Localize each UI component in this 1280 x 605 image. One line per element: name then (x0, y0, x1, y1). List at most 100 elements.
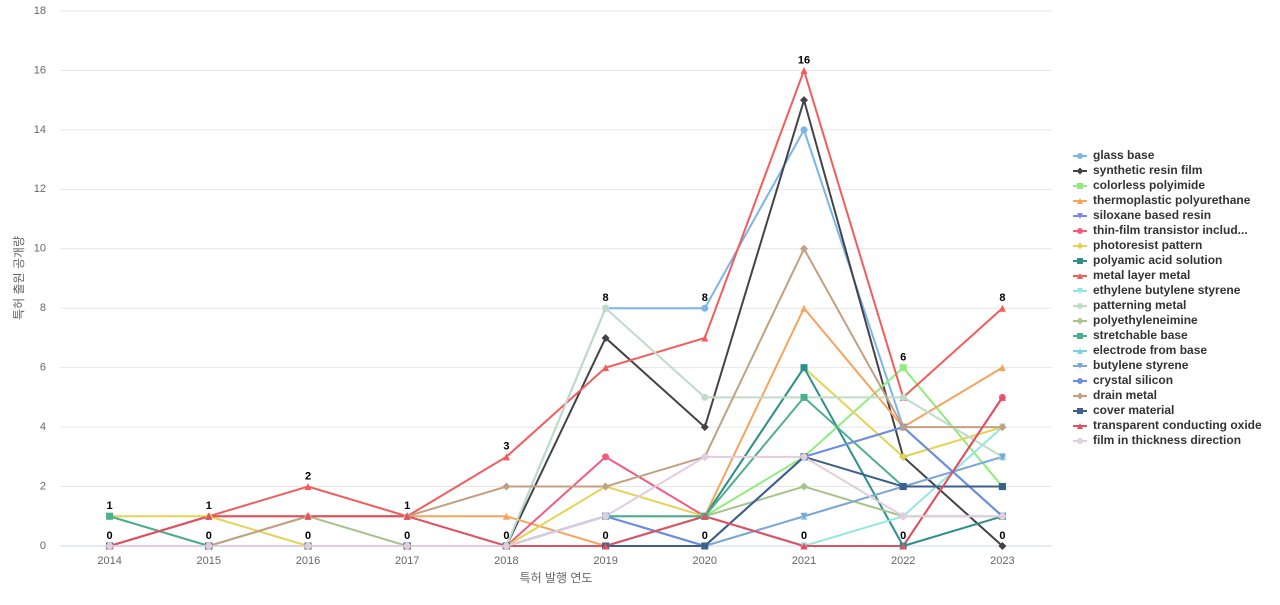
legend-item: cover material (1073, 403, 1174, 417)
point (602, 453, 610, 461)
point (700, 423, 709, 432)
y-tick-label: 18 (34, 5, 46, 17)
point (800, 393, 808, 401)
series-line (109, 396, 1004, 547)
legend-marker (1077, 258, 1083, 264)
legend-label: stretchable base (1093, 328, 1188, 342)
series-line (109, 366, 1003, 547)
point (701, 334, 709, 342)
point (800, 304, 808, 312)
point (602, 364, 610, 372)
legend-marker (1077, 153, 1083, 159)
point (304, 483, 312, 491)
point (701, 542, 709, 550)
point (899, 364, 907, 372)
legend-label: glass base (1093, 148, 1155, 162)
data-label: 0 (107, 530, 113, 542)
data-label: 0 (999, 530, 1005, 542)
point (502, 512, 510, 520)
point (602, 304, 610, 312)
legend-label: synthetic resin film (1093, 163, 1202, 177)
x-tick-label: 2021 (792, 555, 816, 567)
legend-marker (1076, 167, 1084, 175)
x-tick-label: 2022 (891, 555, 915, 567)
data-label: 0 (305, 530, 311, 542)
legend-marker (1077, 378, 1083, 384)
legend-label: butylene styrene (1093, 358, 1189, 372)
legend-marker (1077, 333, 1083, 339)
data-label: 16 (798, 54, 810, 66)
legend-marker (1077, 363, 1083, 369)
data-label: 1 (206, 500, 212, 512)
point (800, 364, 808, 372)
point (998, 423, 1007, 432)
point (899, 542, 907, 550)
legend-marker (1076, 317, 1084, 325)
y-tick-label: 4 (40, 421, 46, 433)
point (800, 126, 808, 134)
data-label: 8 (702, 292, 708, 304)
legend-marker (1077, 198, 1083, 204)
point (998, 483, 1006, 491)
data-label: 6 (900, 352, 906, 364)
point (602, 542, 610, 550)
data-label: 0 (801, 530, 807, 542)
point (602, 512, 610, 520)
legend-marker (1077, 348, 1083, 354)
x-tick-label: 2016 (296, 555, 320, 567)
legend-marker (1077, 228, 1083, 234)
point (106, 512, 114, 520)
legend-marker (1077, 288, 1083, 294)
point (899, 423, 908, 432)
point (998, 393, 1006, 401)
point (800, 512, 808, 520)
series-line (109, 395, 1003, 547)
legend-marker (1076, 242, 1084, 250)
point (701, 393, 709, 401)
x-tick-label: 2023 (990, 555, 1014, 567)
point (601, 482, 610, 491)
data-label: 2 (305, 470, 311, 482)
data-label: 1 (404, 500, 410, 512)
point (998, 512, 1006, 520)
point (701, 304, 709, 312)
point (304, 512, 312, 520)
legend-marker (1077, 273, 1083, 279)
point (998, 304, 1006, 312)
point (899, 452, 908, 461)
data-label: 8 (999, 292, 1005, 304)
legend-marker (1077, 183, 1083, 189)
data-label: 8 (603, 292, 609, 304)
legend-item: transparent conducting oxide (1073, 418, 1262, 432)
legend-item: drain metal (1073, 388, 1157, 402)
legend-label: polyamic acid solution (1093, 253, 1222, 267)
legend-marker (1076, 392, 1084, 400)
legend-label: patterning metal (1093, 298, 1186, 312)
data-label: 0 (900, 530, 906, 542)
point (502, 453, 510, 461)
legend-label: cover material (1093, 403, 1174, 417)
x-tick-label: 2014 (97, 555, 121, 567)
legend-label: polyethyleneimine (1093, 313, 1198, 327)
legend-item: photoresist pattern (1073, 238, 1202, 252)
data-label: 1 (107, 500, 113, 512)
legend-label: crystal silicon (1093, 373, 1173, 387)
x-tick-label: 2015 (197, 555, 221, 567)
legend-label: photoresist pattern (1093, 238, 1202, 252)
y-tick-label: 2 (40, 480, 46, 492)
point (800, 542, 808, 550)
data-label: 0 (503, 530, 509, 542)
legend-item: polyamic acid solution (1073, 253, 1222, 267)
legend-label: siloxane based resin (1093, 208, 1211, 222)
point (601, 333, 610, 342)
point (304, 542, 312, 550)
point (403, 542, 411, 550)
x-tick-label: 2018 (494, 555, 518, 567)
x-tick-label: 2020 (693, 555, 717, 567)
data-label: 0 (603, 530, 609, 542)
legend-item: ethylene butylene styrene (1073, 283, 1241, 297)
series-line (109, 365, 1003, 548)
legend-marker (1077, 423, 1083, 429)
point (205, 542, 213, 550)
